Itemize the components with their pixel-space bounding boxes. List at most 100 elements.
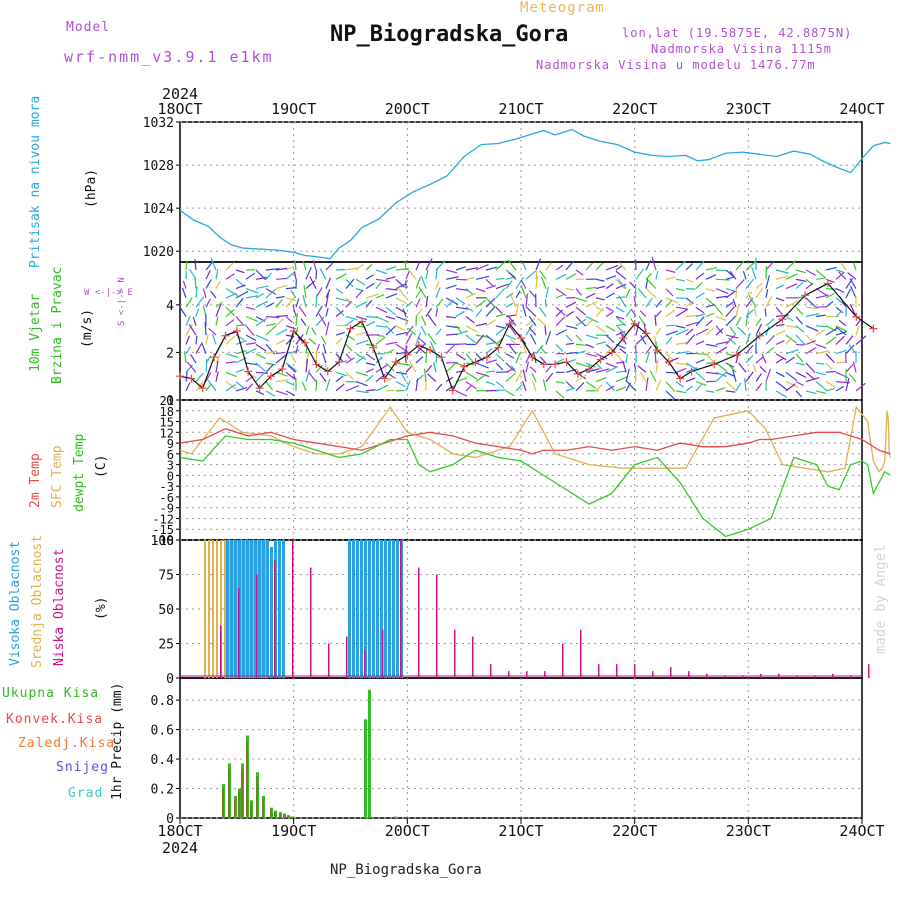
wind-arrow (765, 261, 775, 271)
wind-arrow (295, 345, 299, 354)
cloud-low-bar (382, 629, 384, 678)
wind-arrow (685, 278, 694, 283)
wind-arrow (639, 310, 647, 317)
wind-arrow (235, 349, 247, 355)
wind-arrow (335, 288, 344, 295)
precip-conv-bar (262, 798, 264, 818)
wind-arrow (855, 325, 860, 336)
wind-arrow (435, 328, 442, 336)
y-tick-label: 1032 (143, 116, 174, 131)
cloud-low-bar (688, 671, 690, 678)
wind-arrow (535, 275, 538, 289)
wind-arrow (433, 362, 437, 373)
wind-arrow (185, 335, 190, 345)
wind-arrow (539, 356, 547, 364)
wind-arrow (509, 338, 517, 345)
wind-arrow (395, 325, 405, 331)
wind-arrow (545, 365, 552, 373)
wind-arrow (595, 353, 608, 360)
y-tick-label: 3 (167, 459, 174, 473)
wind-arrow (685, 300, 694, 308)
wind-arrow (645, 278, 649, 289)
wind-arrow (585, 362, 596, 368)
wind-arrow (633, 296, 637, 308)
wind-gust-marker (380, 374, 389, 383)
wind-arrow (435, 267, 438, 280)
wind-arrow (585, 353, 598, 358)
wind-arrow (178, 305, 187, 317)
wind-arrow (182, 280, 187, 289)
wind-arrow (705, 390, 715, 393)
cloud-low-bar (328, 643, 330, 678)
wind-arrow (615, 315, 625, 320)
wind-arrow (705, 297, 717, 308)
wind-arrow (825, 266, 837, 271)
wind-arrow (515, 304, 519, 317)
wind-arrow (585, 286, 597, 290)
wind-arrow (305, 358, 309, 373)
wind-arrow (485, 370, 495, 373)
wind-arrow (775, 390, 788, 398)
wind-arrow (505, 353, 515, 359)
precip-conv-bar (283, 815, 285, 818)
wind-arrow (415, 261, 421, 271)
cloud-high-bar (234, 540, 237, 678)
cloud-high-bar (372, 540, 375, 678)
wind-arrow (355, 278, 366, 286)
wind-arrow (728, 337, 737, 345)
y-tick-label: -15 (152, 523, 174, 537)
wind-arrow (365, 263, 373, 271)
wind-arrow (485, 266, 498, 271)
wind-arrow (815, 314, 826, 318)
wind-arrow (375, 325, 386, 328)
wind-arrow (555, 309, 563, 317)
cloud-low-bar (850, 675, 852, 678)
wind-arrow (735, 382, 742, 392)
wind-arrow (775, 269, 789, 274)
wind-arrow (655, 359, 659, 373)
y-tick-label: 12 (160, 426, 174, 440)
cloud-low-bar (616, 664, 618, 678)
wind-arrow (775, 381, 788, 391)
wind-arrow (765, 334, 775, 345)
wind-arrow (245, 315, 259, 322)
wind-arrow (595, 368, 610, 373)
wind-arrow (185, 364, 193, 373)
wind-arrow (795, 306, 804, 315)
x-tick-label-bottom: 22OCT (612, 822, 657, 840)
wind-arrow (835, 306, 844, 314)
wind-arrow (495, 277, 505, 280)
wind-arrow (335, 353, 344, 363)
wind-arrow (748, 295, 757, 308)
wind-gust-marker (244, 367, 253, 376)
cloud-unit: (%) (94, 596, 109, 620)
wind-arrow (225, 292, 237, 299)
wind-arrow (555, 381, 565, 384)
wind-arrow (265, 268, 280, 271)
x-tick-label-top: 18OCT (157, 100, 202, 118)
wind-arrow (605, 306, 615, 312)
wind-arrow (385, 349, 394, 355)
cloud-low-bar (544, 671, 546, 678)
cloud-high-bar (262, 540, 265, 678)
wind-gust-marker (585, 365, 594, 374)
wind-arrow (295, 298, 300, 308)
wind-arrow (485, 285, 497, 290)
wind-arrow (195, 343, 202, 354)
wind-arrow (365, 274, 374, 280)
wind-gust-marker (346, 324, 355, 333)
wind-arrow (715, 306, 723, 315)
wind-arrow (825, 362, 833, 370)
wind-gust-marker (176, 372, 184, 381)
wind-arrow (555, 358, 565, 364)
wind-arrow (507, 314, 517, 327)
wind-arrow (715, 346, 728, 355)
wind-arrow (475, 309, 483, 317)
wind-arrow (505, 390, 515, 397)
x-tick-label-bottom: 19OCT (271, 822, 316, 840)
wind-arrow (510, 295, 517, 308)
wind-arrow (265, 302, 275, 308)
wind-title-2: Brzina i Pravac (50, 266, 65, 384)
wind-gust-marker (505, 319, 514, 328)
wind-arrow (715, 325, 724, 334)
